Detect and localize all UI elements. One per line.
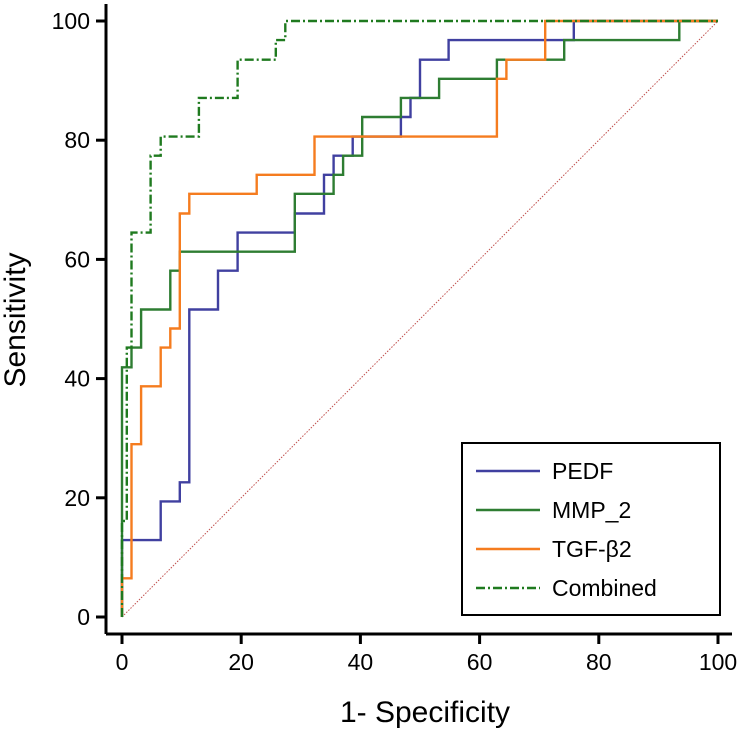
y-axis-title: Sensitivity xyxy=(0,252,32,387)
x-axis-title: 1- Specificity xyxy=(340,696,510,729)
legend: PEDF MMP_2 TGF-β2 Combined xyxy=(461,442,721,616)
y-tick-label: 80 xyxy=(64,127,90,153)
legend-label: TGF-β2 xyxy=(552,536,632,562)
legend-label: MMP_2 xyxy=(552,497,631,523)
axes xyxy=(104,4,732,636)
y-tick-label: 0 xyxy=(77,604,90,630)
series-line-combined xyxy=(120,19,718,617)
x-tick-label: 60 xyxy=(467,649,493,675)
legend-label: PEDF xyxy=(552,458,613,484)
series-line-tgf-2 xyxy=(120,19,718,617)
y-tick-label: 20 xyxy=(64,485,90,511)
y-tick-label: 40 xyxy=(64,366,90,392)
y-tick-label: 60 xyxy=(64,246,90,272)
reference-line xyxy=(121,20,719,618)
x-tick-label: 100 xyxy=(699,649,737,675)
x-tick-label: 20 xyxy=(228,649,254,675)
x-tick-label: 0 xyxy=(116,649,129,675)
x-tick-label: 80 xyxy=(586,649,612,675)
x-tick-label: 40 xyxy=(348,649,374,675)
plot-area xyxy=(120,19,719,618)
y-tick-label: 100 xyxy=(52,8,90,34)
series-line-pedf xyxy=(120,19,718,617)
legend-label: Combined xyxy=(552,575,657,601)
ticks: 0 20 40 60 80 100 0 20 40 60 80 100 xyxy=(52,8,738,675)
